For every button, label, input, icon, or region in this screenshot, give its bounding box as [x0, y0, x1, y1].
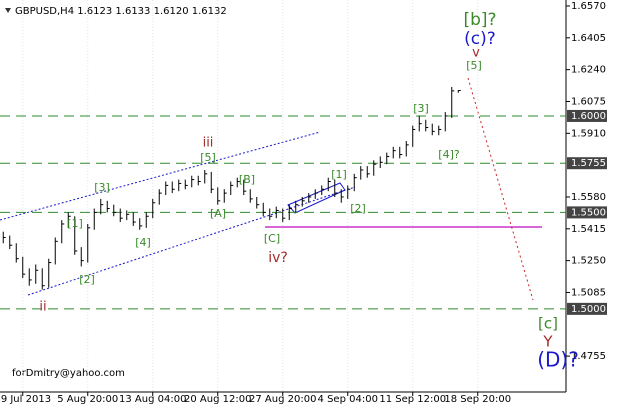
y-tick-label: 1.5910 — [571, 128, 606, 139]
y-tick-label: 1.6570 — [571, 1, 606, 12]
annotation: iv? — [268, 250, 288, 266]
projection-line — [467, 77, 534, 301]
annotation: (D)? — [537, 348, 579, 372]
x-tick-label: 29 Jul 2013 — [0, 394, 51, 405]
header-icon — [5, 8, 11, 13]
x-tick-label: 13 Aug 04:00 — [119, 394, 186, 405]
annotation: [3] — [94, 181, 110, 194]
level-label-bg — [567, 157, 607, 170]
annotation: [2] — [350, 202, 366, 215]
annotation: [4]? — [438, 148, 460, 161]
y-tick-label: 1.5085 — [571, 287, 606, 298]
y-tick-label: 1.6075 — [571, 96, 606, 107]
x-tick-label: 4 Sep 04:00 — [318, 394, 378, 405]
y-tick-label: 1.6240 — [571, 65, 606, 76]
annotation: [b]? — [463, 10, 496, 30]
channel-line — [27, 186, 356, 296]
annotation: [B] — [239, 173, 255, 186]
x-tick-label: 5 Aug 20:00 — [57, 394, 118, 405]
annotation: [A] — [210, 207, 226, 220]
annotation: [C] — [264, 232, 280, 245]
y-tick-label: 1.6405 — [571, 33, 606, 44]
x-tick-label: 20 Aug 12:00 — [184, 394, 251, 405]
y-tick-label: 1.5250 — [571, 256, 606, 267]
annotation: [c] — [538, 315, 558, 333]
annotation: [5] — [466, 59, 482, 72]
level-label: 1.5000 — [571, 304, 606, 315]
annotation: v — [472, 46, 480, 61]
annotation: ii — [39, 300, 46, 315]
level-label: 1.5755 — [571, 158, 606, 169]
level-label: 1.6000 — [571, 111, 606, 122]
annotation: [1] — [67, 217, 83, 230]
level-label-bg — [567, 206, 607, 219]
level-label: 1.5500 — [571, 207, 606, 218]
annotation: iii — [203, 136, 214, 151]
annotation: [2] — [79, 273, 95, 286]
level-label-bg — [567, 109, 607, 122]
annotation: [1] — [331, 168, 347, 181]
x-tick-label: 18 Sep 20:00 — [444, 394, 511, 405]
annotation: [3] — [413, 102, 429, 115]
channel-line — [0, 131, 321, 221]
level-label-bg — [567, 302, 607, 315]
y-tick-label: 1.5415 — [571, 224, 606, 235]
x-tick-label: 11 Sep 12:00 — [379, 394, 446, 405]
x-tick-label: 27 Aug 20:00 — [249, 394, 316, 405]
annotation: [5] — [200, 151, 216, 164]
annotation: [4] — [135, 236, 151, 249]
y-tick-label: 1.5580 — [571, 192, 606, 203]
annotation: (c)? — [464, 29, 496, 49]
watermark: forDmitry@yahoo.com — [12, 368, 125, 379]
wedge — [287, 182, 346, 214]
header: GBPUSD,H4 1.6123 1.6133 1.6120 1.6132 — [15, 6, 227, 17]
y-tick-label: 1.4755 — [571, 351, 606, 362]
annotation: Y — [542, 333, 553, 351]
